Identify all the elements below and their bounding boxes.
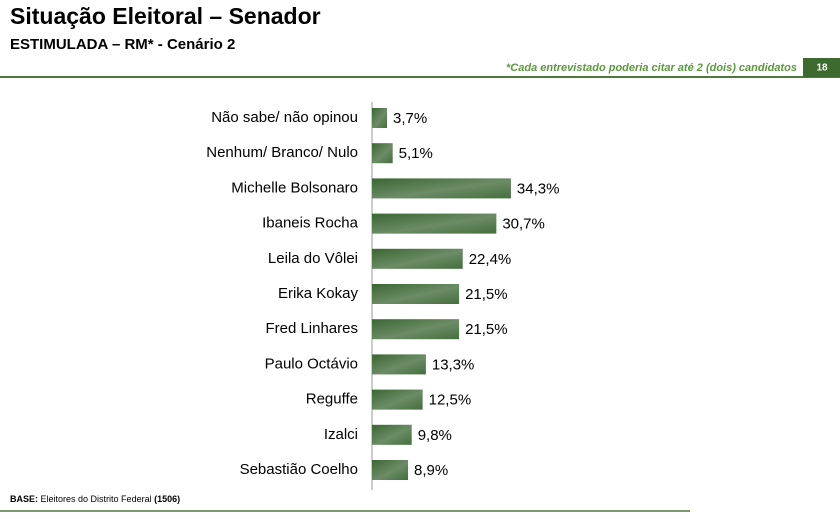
category-label: Reguffe bbox=[306, 391, 358, 408]
base-count: (1506) bbox=[154, 494, 180, 504]
value-label: 9,8% bbox=[418, 427, 452, 444]
title: Situação Eleitoral – Senador bbox=[10, 3, 321, 29]
subtitle: ESTIMULADA – RM* - Cenário 2 bbox=[10, 36, 235, 53]
footer: BASE: Eleitores do Distrito Federal (150… bbox=[10, 494, 180, 504]
category-label: Leila do Vôlei bbox=[268, 250, 358, 267]
value-label: 8,9% bbox=[414, 462, 448, 479]
category-label: Erika Kokay bbox=[278, 285, 359, 302]
bar-shine bbox=[372, 460, 409, 480]
category-label: Não sabe/ não opinou bbox=[211, 109, 358, 126]
value-label: 30,7% bbox=[502, 216, 545, 233]
bars: Não sabe/ não opinou 3,7% Nenhum/ Branco/ … bbox=[206, 108, 559, 480]
base-text: Eleitores do Distrito Federal bbox=[41, 494, 152, 504]
category-label: Fred Linhares bbox=[265, 320, 358, 337]
bar-shine bbox=[372, 319, 460, 340]
bar-shine bbox=[372, 354, 426, 375]
value-label: 5,1% bbox=[399, 145, 433, 162]
category-label: Ibaneis Rocha bbox=[262, 215, 359, 232]
bar-shine bbox=[372, 213, 497, 234]
category-label: Michelle Bolsonaro bbox=[231, 179, 358, 196]
bar-shine bbox=[372, 178, 511, 199]
page-number-box bbox=[803, 58, 840, 77]
base-label: BASE: bbox=[10, 494, 38, 504]
page-number: 18 bbox=[816, 63, 828, 74]
value-label: 34,3% bbox=[517, 180, 560, 197]
category-label: Sebastião Coelho bbox=[240, 461, 358, 478]
bar-shine bbox=[372, 248, 463, 269]
bar-shine bbox=[372, 143, 393, 164]
bar-shine bbox=[372, 108, 387, 128]
category-label: Paulo Octávio bbox=[265, 355, 358, 372]
note: *Cada entrevistado poderia citar até 2 (… bbox=[506, 62, 797, 74]
value-label: 3,7% bbox=[393, 110, 427, 127]
bar-shine bbox=[372, 284, 460, 304]
bar-shine bbox=[372, 389, 423, 410]
value-label: 21,5% bbox=[465, 286, 508, 303]
value-label: 22,4% bbox=[469, 251, 512, 268]
category-label: Nenhum/ Branco/ Nulo bbox=[206, 144, 358, 161]
value-label: 12,5% bbox=[429, 392, 472, 409]
value-label: 13,3% bbox=[432, 356, 475, 373]
bar-shine bbox=[372, 424, 412, 445]
value-label: 21,5% bbox=[465, 321, 508, 338]
category-label: Izalci bbox=[324, 426, 358, 443]
